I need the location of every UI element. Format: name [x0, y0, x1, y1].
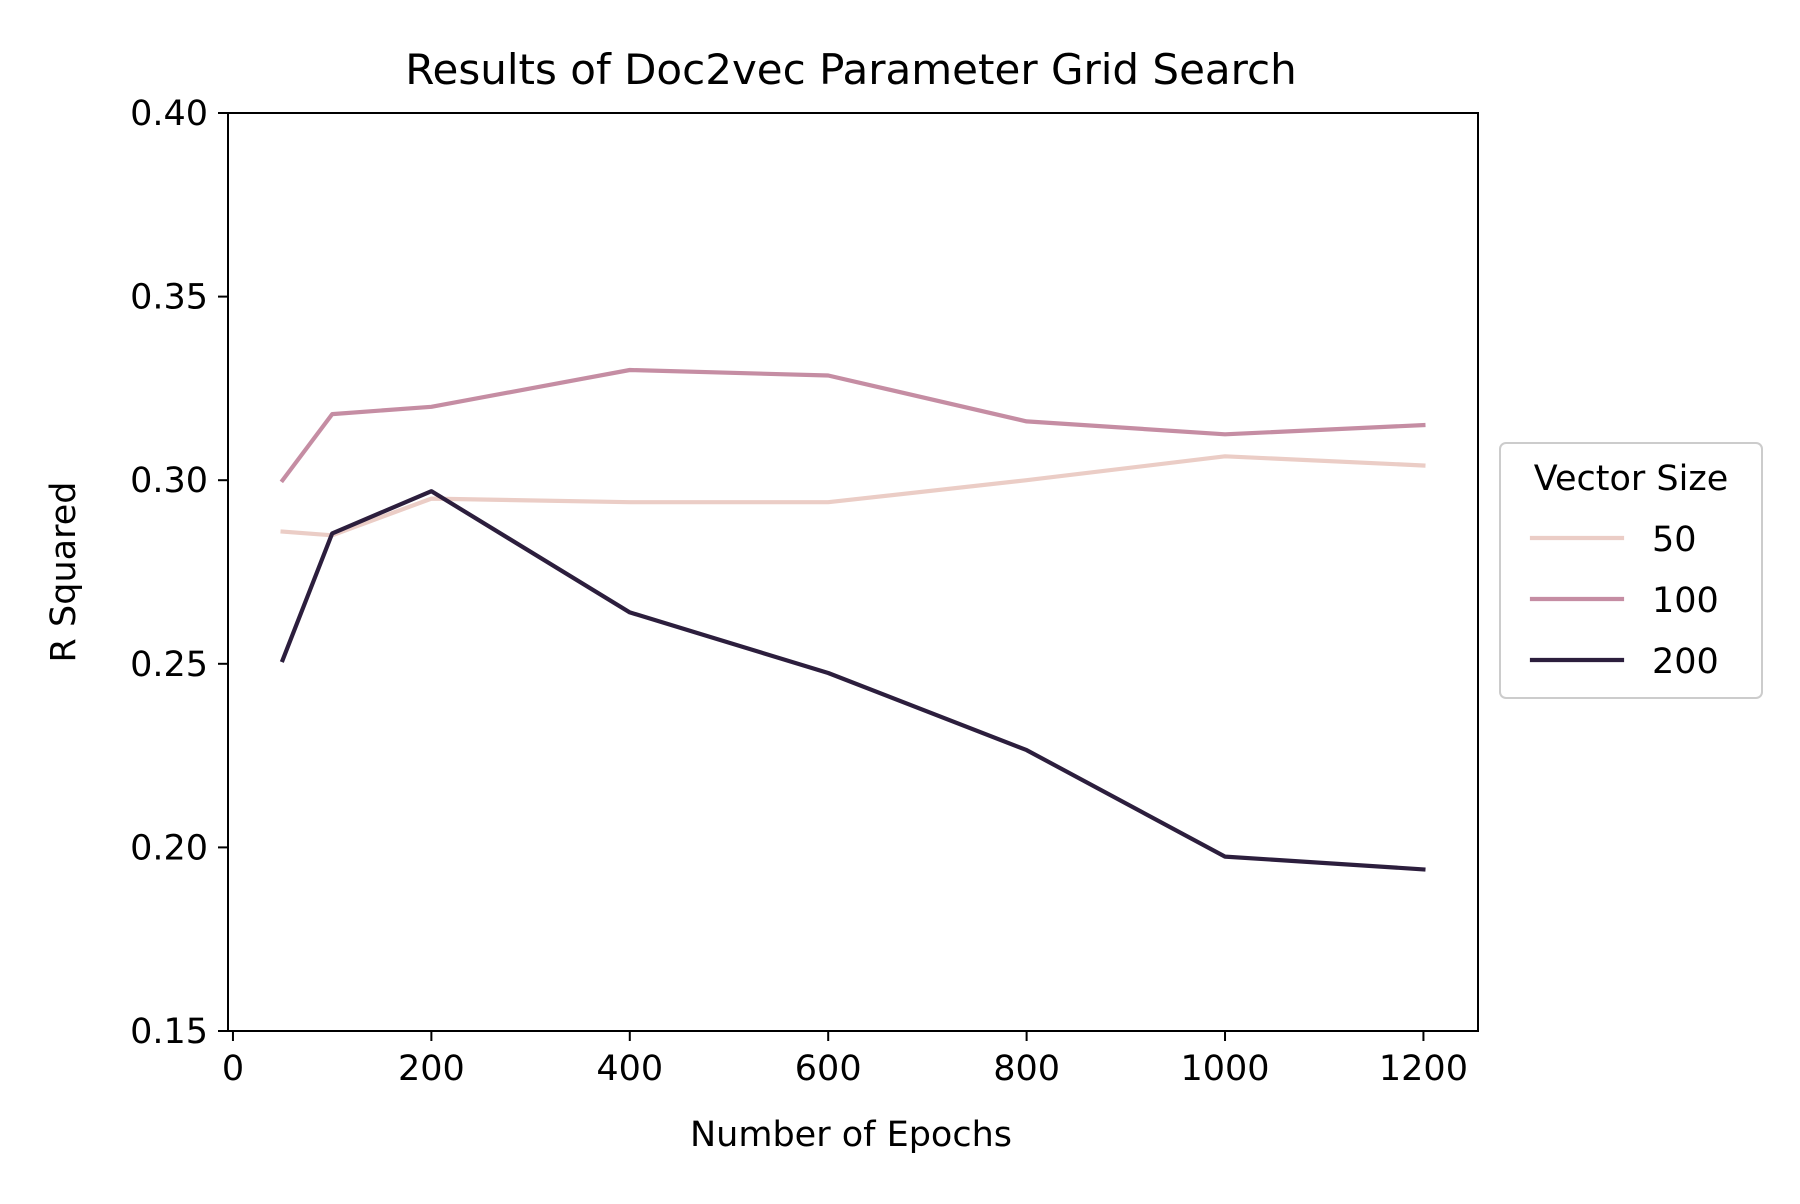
- legend-label: 100: [1652, 581, 1719, 621]
- y-tick-label: 0.15: [130, 1012, 208, 1052]
- plot-frame: [227, 112, 1479, 1032]
- series-line-100: [279, 367, 1426, 484]
- chart-title: Results of Doc2vec Parameter Grid Search: [405, 45, 1296, 94]
- x-axis-label: Number of Epochs: [690, 1115, 1012, 1155]
- series-line-50: [280, 454, 1426, 538]
- series-line-200: [279, 489, 1426, 872]
- x-axis: 0 200 400 600 800 1000 1200: [222, 1031, 1468, 1089]
- legend-entry-50: 50: [1529, 520, 1697, 560]
- legend-label: 200: [1652, 642, 1719, 682]
- legend-entry-100: 100: [1529, 581, 1719, 621]
- legend-label: 50: [1652, 520, 1697, 560]
- y-tick-label: 0.20: [130, 828, 208, 868]
- legend-box: [1499, 442, 1763, 699]
- plot-area: [227, 112, 1479, 1032]
- legend-entries: 50 100 200: [1529, 520, 1719, 682]
- y-tick-label: 0.25: [130, 645, 208, 685]
- x-tick-label: 800: [993, 1049, 1060, 1089]
- x-tick-label: 0: [222, 1049, 244, 1089]
- y-axis-label: R Squared: [44, 482, 84, 663]
- y-axis: 0.15 0.20 0.25 0.30 0.35 0.40: [130, 94, 228, 1052]
- legend-entry-200: 200: [1529, 642, 1719, 682]
- y-tick-label: 0.30: [130, 461, 208, 501]
- legend-title: Vector Size: [1534, 459, 1729, 499]
- x-tick-label: 200: [398, 1049, 465, 1089]
- x-tick-label: 400: [596, 1049, 663, 1089]
- x-tick-label: 1200: [1379, 1049, 1468, 1089]
- y-tick-label: 0.35: [130, 278, 208, 318]
- x-tick-label: 600: [795, 1049, 862, 1089]
- y-tick-label: 0.40: [130, 94, 208, 134]
- legend: Vector Size 50 100 200: [1499, 442, 1763, 699]
- x-tick-label: 1000: [1180, 1049, 1269, 1089]
